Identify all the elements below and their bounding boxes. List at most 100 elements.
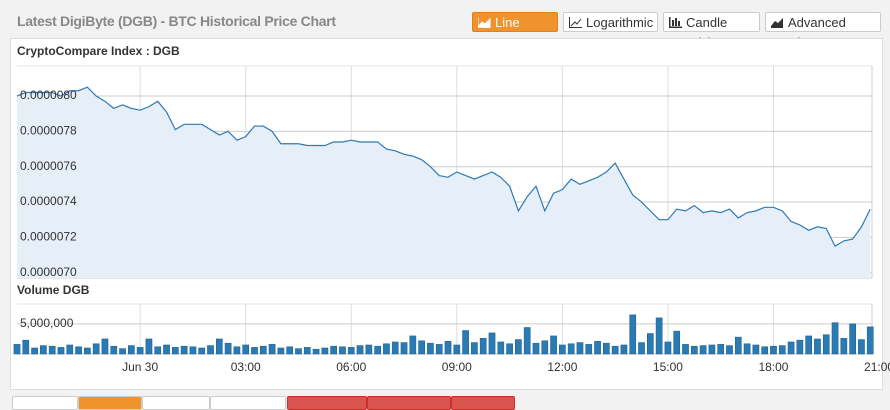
- icon: [569, 17, 582, 28]
- volume-bar: [471, 342, 478, 355]
- volume-bar: [462, 330, 469, 355]
- volume-bar: [655, 317, 663, 355]
- volume-bar: [400, 342, 408, 355]
- volume-bar: [215, 338, 223, 355]
- volume-bar: [251, 347, 258, 355]
- volume-bar: [374, 345, 381, 355]
- range-button[interactable]: [78, 396, 142, 410]
- volume-bar: [805, 335, 812, 355]
- volume-bar: [84, 347, 91, 355]
- x-tick-label: 15:00: [653, 360, 683, 374]
- volume-bar: [31, 347, 38, 355]
- volume-bar: [75, 346, 82, 355]
- volume-bar: [523, 327, 531, 355]
- volume-bar: [321, 347, 329, 355]
- volume-bar: [48, 345, 56, 355]
- volume-bar: [303, 347, 311, 355]
- volume-bar: [585, 344, 593, 355]
- volume-bar: [849, 323, 856, 355]
- volume-bar: [233, 346, 241, 355]
- x-tick-label: 09:00: [442, 360, 472, 374]
- area: [17, 87, 871, 278]
- button-label: Logarithmic: [586, 15, 654, 30]
- x-tick-label: 06:00: [336, 360, 366, 374]
- volume-bar: [180, 345, 188, 355]
- y-tick-label: 0.0000080: [20, 88, 77, 102]
- range-button[interactable]: [142, 396, 210, 410]
- panel-title: Volume DGB: [17, 283, 90, 297]
- y-tick-label: 0.0000078: [20, 124, 77, 138]
- volume-bar: [409, 335, 417, 355]
- x-tick-label: 12:00: [547, 360, 577, 374]
- volume-bar: [638, 342, 645, 355]
- logarithmic-button[interactable]: Logarithmic: [563, 12, 658, 32]
- volume-bar: [427, 342, 434, 355]
- volume-bar: [840, 338, 848, 355]
- volume-bar: [541, 340, 549, 355]
- y-tick-label: 0.0000072: [20, 230, 77, 244]
- volume-bar: [479, 338, 487, 355]
- panel-title: CryptoCompare Index : DGB: [17, 44, 180, 58]
- icon: [669, 17, 682, 28]
- x-tick-label: Jun 30: [122, 360, 158, 374]
- volume-bar: [690, 345, 698, 355]
- volume-bar: [752, 344, 760, 355]
- volume-bar: [822, 334, 830, 355]
- volume-bar: [726, 345, 733, 355]
- volume-bar: [330, 345, 337, 355]
- icon: [771, 18, 783, 28]
- volume-bar: [418, 340, 425, 355]
- range-button[interactable]: [12, 396, 78, 410]
- volume-bar: [778, 345, 786, 355]
- volume-bar: [277, 347, 285, 355]
- volume-bar: [119, 348, 126, 355]
- volume-bar: [673, 330, 681, 355]
- volume-bar: [647, 333, 654, 355]
- volume-bar: [259, 345, 267, 355]
- volume-bar: [22, 339, 30, 355]
- volume-bar: [286, 346, 294, 355]
- volume-bar: [814, 338, 821, 355]
- volume-bar: [356, 345, 364, 355]
- volume-bar: [92, 343, 100, 355]
- volume-bar: [761, 346, 769, 355]
- volume-bar: [136, 347, 144, 355]
- volume-bar: [383, 343, 390, 355]
- y-tick-label: 0.0000076: [20, 159, 77, 173]
- volume-bar: [13, 344, 21, 355]
- volume-bar: [515, 339, 522, 355]
- volume-bar: [506, 343, 513, 355]
- range-button[interactable]: [367, 396, 451, 410]
- volume-bar: [796, 339, 804, 355]
- volume-bar: [717, 344, 725, 355]
- volume-bar: [770, 345, 777, 355]
- volume-bar: [453, 344, 461, 355]
- volume-bar: [699, 345, 707, 355]
- volume-bar: [576, 342, 584, 355]
- volume-bar: [207, 345, 214, 355]
- volume-bar: [611, 345, 619, 355]
- volume-bar: [866, 326, 874, 355]
- page-title: Latest DigiByte (DGB) - BTC Historical P…: [17, 13, 336, 29]
- range-button[interactable]: [451, 396, 515, 410]
- volume-bar: [347, 347, 355, 355]
- volume-bar: [391, 341, 399, 355]
- volume-bar: [57, 347, 65, 355]
- volume-bar: [268, 344, 276, 355]
- volume-bar: [101, 338, 109, 355]
- volume-bar: [312, 348, 320, 355]
- volume-bar: [664, 341, 672, 355]
- y-tick-label: 5,000,000: [20, 316, 74, 330]
- volume-bar: [172, 347, 179, 355]
- volume-bar: [40, 345, 47, 355]
- range-button[interactable]: [287, 396, 367, 410]
- volume-bar: [629, 314, 637, 355]
- volume-bar: [435, 344, 443, 355]
- range-button[interactable]: [210, 396, 286, 410]
- volume-bar: [444, 341, 452, 355]
- x-tick-label: 03:00: [231, 360, 261, 374]
- volume-bar: [242, 344, 250, 355]
- volume-bar: [682, 344, 689, 355]
- price-line: [16, 86, 871, 248]
